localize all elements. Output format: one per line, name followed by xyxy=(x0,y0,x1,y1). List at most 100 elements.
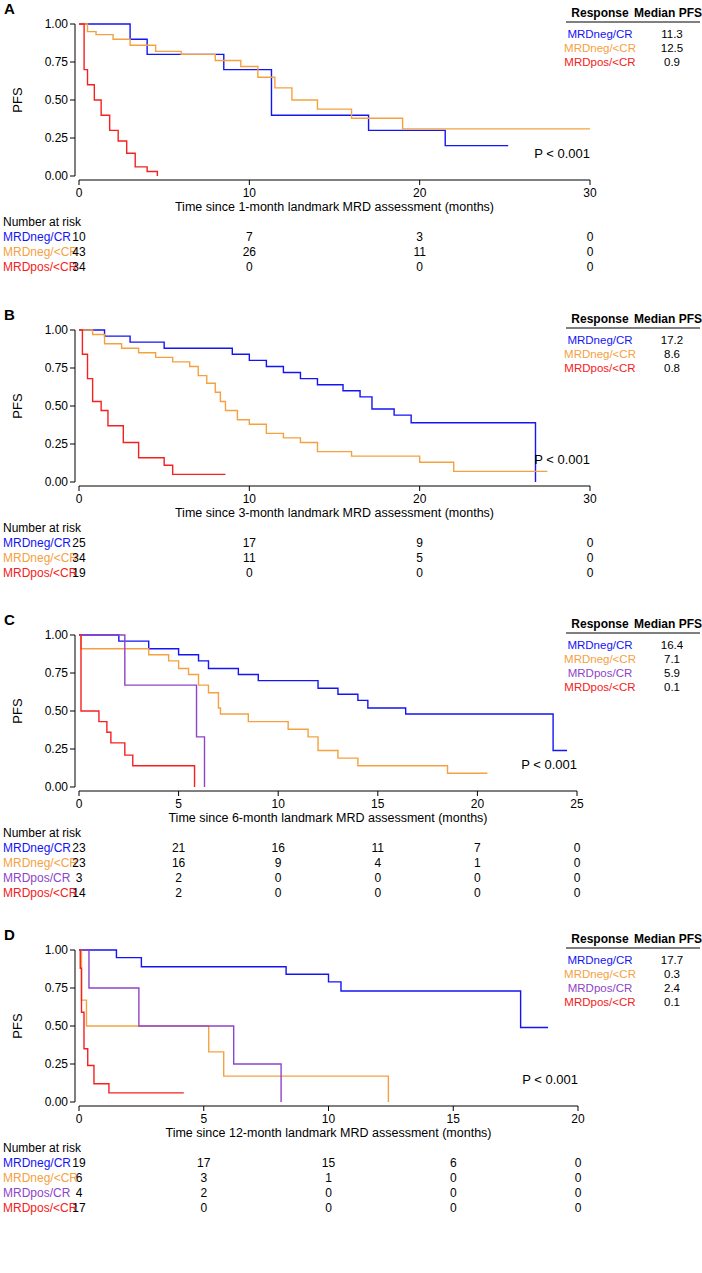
x-tick xyxy=(477,791,478,796)
y-tick xyxy=(70,749,75,750)
risk-table-title: Number at risk xyxy=(3,521,82,535)
median-pfs: 12.5 xyxy=(661,42,683,54)
y-axis-label: PFS xyxy=(10,698,25,724)
at-risk-count: 0 xyxy=(325,1186,332,1200)
x-tick-label: 30 xyxy=(583,492,597,506)
at-risk-count: 17 xyxy=(72,1201,86,1215)
legend-entry: MRDneg/<CR xyxy=(564,348,636,360)
y-tick xyxy=(70,406,75,407)
at-risk-count: 16 xyxy=(272,841,286,855)
median-pfs: 0.1 xyxy=(664,996,680,1008)
at-risk-count: 0 xyxy=(416,260,423,274)
at-risk-count: 11 xyxy=(372,841,385,855)
at-risk-count: 1 xyxy=(325,1171,332,1185)
risk-row-label: MRDneg/CR xyxy=(3,230,71,244)
y-tick xyxy=(70,1064,75,1065)
median-pfs: 0.9 xyxy=(664,56,680,68)
at-risk-count: 7 xyxy=(474,841,481,855)
km-curve xyxy=(79,330,225,474)
table-header: Median PFS xyxy=(634,6,702,20)
at-risk-count: 2 xyxy=(175,886,182,900)
y-tick-label: 1.00 xyxy=(45,943,69,957)
legend-entry: MRDpos/<CR xyxy=(564,362,635,374)
median-pfs: 17.7 xyxy=(661,954,683,966)
x-tick-label: 5 xyxy=(200,1112,207,1126)
y-axis-label: PFS xyxy=(10,1013,25,1039)
y-tick xyxy=(70,482,75,483)
risk-row-label: MRDpos/CR xyxy=(3,1186,71,1200)
y-tick xyxy=(70,62,75,63)
x-tick xyxy=(419,486,420,491)
at-risk-count: 17 xyxy=(243,536,257,550)
median-pfs: 0.1 xyxy=(664,681,680,693)
x-axis-label: Time since 6-month landmark MRD assessme… xyxy=(168,811,487,825)
km-curve xyxy=(79,950,184,1093)
at-risk-count: 0 xyxy=(246,566,253,580)
table-header: Response xyxy=(571,617,629,631)
x-tick-label: 10 xyxy=(322,1112,336,1126)
y-tick xyxy=(70,787,75,788)
x-tick-label: 20 xyxy=(571,1112,585,1126)
median-pfs: 7.1 xyxy=(664,653,680,665)
y-tick xyxy=(70,988,75,989)
km-curve xyxy=(79,950,548,1028)
y-tick-label: 0.25 xyxy=(45,742,69,756)
x-tick xyxy=(590,180,591,185)
legend-entry: MRDpos/<CR xyxy=(564,681,635,693)
x-tick xyxy=(249,486,250,491)
panel-label: B xyxy=(4,306,15,323)
marks xyxy=(79,950,548,1102)
at-risk-count: 0 xyxy=(246,260,253,274)
p-value: P < 0.001 xyxy=(534,452,590,467)
at-risk-count: 19 xyxy=(72,566,86,580)
at-risk-count: 0 xyxy=(575,1201,582,1215)
at-risk-count: 0 xyxy=(587,566,594,580)
x-tick xyxy=(178,791,179,796)
y-tick-label: 0.50 xyxy=(45,399,69,413)
at-risk-count: 0 xyxy=(374,886,381,900)
y-tick xyxy=(70,444,75,445)
y-tick-label: 0.50 xyxy=(45,1019,69,1033)
y-tick-label: 0.00 xyxy=(45,475,69,489)
risk-row-label: MRDpos/<CR xyxy=(3,260,78,274)
at-risk-count: 34 xyxy=(72,551,86,565)
at-risk-count: 3 xyxy=(416,230,423,244)
y-tick xyxy=(70,950,75,951)
p-value: P < 0.001 xyxy=(521,757,577,772)
at-risk-count: 0 xyxy=(275,886,282,900)
legend-entry: MRDpos/<CR xyxy=(564,996,635,1008)
y-tick-label: 0.50 xyxy=(45,93,69,107)
km-curve xyxy=(79,635,487,773)
km-curve xyxy=(79,635,204,787)
at-risk-count: 9 xyxy=(275,856,282,870)
at-risk-count: 0 xyxy=(587,230,594,244)
at-risk-count: 0 xyxy=(325,1201,332,1215)
x-tick xyxy=(249,180,250,185)
table-header: Response xyxy=(571,6,629,20)
panel-label: D xyxy=(4,926,15,943)
legend-entry: MRDneg/<CR xyxy=(564,42,636,54)
at-risk-count: 11 xyxy=(413,245,426,259)
at-risk-count: 1 xyxy=(474,856,481,870)
at-risk-count: 15 xyxy=(322,1156,336,1170)
x-axis-label: Time since 3-month landmark MRD assessme… xyxy=(175,506,494,520)
x-axis xyxy=(79,180,590,181)
x-tick-label: 30 xyxy=(583,186,597,200)
marks xyxy=(79,635,567,787)
y-axis-label: PFS xyxy=(10,393,25,419)
km-curve xyxy=(79,24,157,176)
at-risk-count: 21 xyxy=(172,841,186,855)
y-tick xyxy=(70,711,75,712)
at-risk-count: 9 xyxy=(416,536,423,550)
risk-row-label: MRDpos/CR xyxy=(3,871,71,885)
at-risk-count: 23 xyxy=(72,856,86,870)
risk-row-label: MRDpos/<CR xyxy=(3,886,78,900)
at-risk-count: 4 xyxy=(76,1186,83,1200)
legend-entry: MRDpos/CR xyxy=(568,667,633,679)
at-risk-count: 0 xyxy=(450,1186,457,1200)
risk-table-title: Number at risk xyxy=(3,1141,82,1155)
y-tick-label: 1.00 xyxy=(45,628,69,642)
at-risk-count: 6 xyxy=(76,1171,83,1185)
y-tick xyxy=(70,138,75,139)
at-risk-count: 0 xyxy=(450,1201,457,1215)
